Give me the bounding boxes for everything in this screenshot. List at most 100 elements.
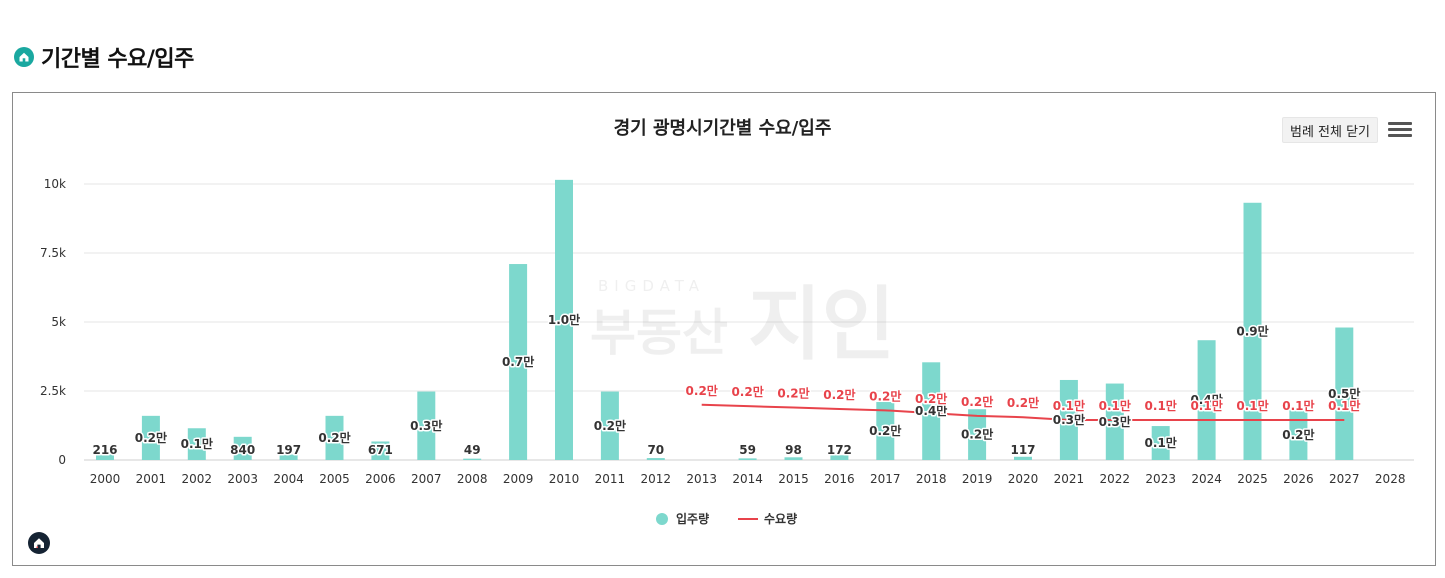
watermark-brand-text: 지인 xyxy=(748,278,895,371)
bar[interactable] xyxy=(371,441,390,460)
bar-data-label: 98 xyxy=(785,443,802,457)
y-tick-label: 10k xyxy=(44,177,66,191)
x-tick-label: 2000 xyxy=(90,472,121,486)
bar[interactable] xyxy=(830,455,849,460)
x-tick-label: 2007 xyxy=(411,472,442,486)
line-data-label: 0.1만 xyxy=(1190,398,1222,413)
bar-data-label: 671 xyxy=(368,443,393,457)
chart-title: 경기 광명시기간별 수요/입주 xyxy=(613,118,832,139)
legend-bar-marker xyxy=(656,513,668,525)
watermark-small-text: BIGDATA xyxy=(598,277,705,295)
x-tick-label: 2005 xyxy=(319,472,350,486)
x-tick-label: 2027 xyxy=(1329,472,1360,486)
bar-series xyxy=(96,179,1354,461)
x-tick-label: 2011 xyxy=(595,472,626,486)
bar-data-label: 0.5만 xyxy=(1328,386,1360,401)
bar[interactable] xyxy=(463,458,482,460)
bar[interactable] xyxy=(325,415,344,460)
legend-bar-label[interactable]: 입주량 xyxy=(676,512,709,526)
bar-data-label: 49 xyxy=(464,443,481,457)
bar-data-label: 0.2만 xyxy=(869,423,901,438)
line-data-label: 0.1만 xyxy=(1236,398,1268,413)
bar[interactable] xyxy=(646,458,665,460)
bar[interactable] xyxy=(141,415,160,460)
x-tick-label: 2018 xyxy=(916,472,947,486)
bar[interactable] xyxy=(1335,327,1354,460)
watermark: BIGDATA 부동산 지인 xyxy=(590,277,895,371)
bar-data-label: 0.9만 xyxy=(1236,323,1268,338)
x-tick-label: 2004 xyxy=(273,472,304,486)
bar-data-label: 0.2만 xyxy=(318,430,350,445)
x-tick-label: 2015 xyxy=(778,472,809,486)
home-icon xyxy=(14,47,34,67)
x-tick-label: 2016 xyxy=(824,472,855,486)
bar-data-label: 840 xyxy=(230,443,255,457)
bar[interactable] xyxy=(1014,456,1032,460)
line-data-label: 0.2만 xyxy=(915,391,947,406)
bar-data-label: 0.3만 xyxy=(1053,412,1085,427)
y-tick-label: 0 xyxy=(58,453,66,467)
bar[interactable] xyxy=(1289,409,1308,460)
line-data-label: 0.2만 xyxy=(777,386,809,401)
bar[interactable] xyxy=(738,458,757,460)
section-header: 기간별 수요/입주 xyxy=(14,40,194,74)
bar[interactable] xyxy=(417,391,436,460)
bar-data-label: 0.4만 xyxy=(915,403,947,418)
x-tick-label: 2028 xyxy=(1375,472,1406,486)
demand-line[interactable] xyxy=(701,403,1345,421)
bar-data-label: 117 xyxy=(1010,443,1035,457)
bar-data-label: 172 xyxy=(827,443,852,457)
bar[interactable] xyxy=(509,264,528,460)
bar[interactable] xyxy=(1151,426,1170,460)
x-tick-label: 2021 xyxy=(1054,472,1085,486)
legend-toggle-button[interactable]: 범례 전체 닫기 xyxy=(1282,117,1378,143)
line-data-label: 0.2만 xyxy=(823,387,855,402)
bar[interactable] xyxy=(784,457,803,460)
bar[interactable] xyxy=(187,428,206,460)
bar[interactable] xyxy=(1243,202,1262,460)
bar-data-label: 0.3만 xyxy=(1099,414,1131,429)
x-tick-label: 2017 xyxy=(870,472,901,486)
bar[interactable] xyxy=(96,454,114,460)
x-tick-label: 2006 xyxy=(365,472,396,486)
bar[interactable] xyxy=(922,362,941,460)
bar-data-label: 0.2만 xyxy=(594,418,626,433)
bar[interactable] xyxy=(555,179,573,461)
bar-data-label: 0.7만 xyxy=(502,354,534,369)
bar[interactable] xyxy=(233,436,252,460)
bar-data-label: 216 xyxy=(92,443,117,457)
bar[interactable] xyxy=(968,409,987,460)
bar-data-label: 59 xyxy=(739,443,756,457)
line-data-label: 0.1만 xyxy=(1145,398,1177,413)
legend-line-label[interactable]: 수요량 xyxy=(764,512,797,526)
watermark-main-text: 부동산 xyxy=(590,304,728,362)
bar-data-label: 0.3만 xyxy=(410,418,442,433)
legend: 입주량 수요량 xyxy=(656,512,797,526)
line-data-label: 0.1만 xyxy=(1328,398,1360,413)
bar-data-label: 197 xyxy=(276,443,301,457)
bar[interactable] xyxy=(876,402,895,460)
bar[interactable] xyxy=(600,391,619,460)
bar-data-label: 0.2만 xyxy=(961,427,993,442)
hamburger-menu-icon[interactable] xyxy=(1388,119,1412,141)
bar-data-label: 70 xyxy=(647,443,664,457)
bar-data-label: 0.2만 xyxy=(135,430,167,445)
line-data-label: 0.2만 xyxy=(731,384,763,399)
axes: 0 2.5k 5k 7.5k 10k 2000 2001 2002 2003 2004 2005 20… xyxy=(40,177,1406,486)
x-tick-label: 2012 xyxy=(641,472,672,486)
x-tick-label: 2026 xyxy=(1283,472,1314,486)
bar[interactable] xyxy=(1197,340,1216,460)
x-tick-label: 2009 xyxy=(503,472,534,486)
x-tick-label: 2003 xyxy=(227,472,258,486)
x-tick-label: 2022 xyxy=(1100,472,1131,486)
bar-data-label: 0.4만 xyxy=(1190,392,1222,407)
bar-data-label: 0.1만 xyxy=(1145,435,1177,450)
x-tick-label: 2010 xyxy=(549,472,580,486)
line-series xyxy=(701,403,1345,421)
x-tick-label: 2001 xyxy=(136,472,167,486)
bar[interactable] xyxy=(1105,383,1124,460)
line-data-label: 0.2만 xyxy=(1007,395,1039,410)
line-data-label: 0.1만 xyxy=(1282,398,1314,413)
bar[interactable] xyxy=(279,454,298,460)
